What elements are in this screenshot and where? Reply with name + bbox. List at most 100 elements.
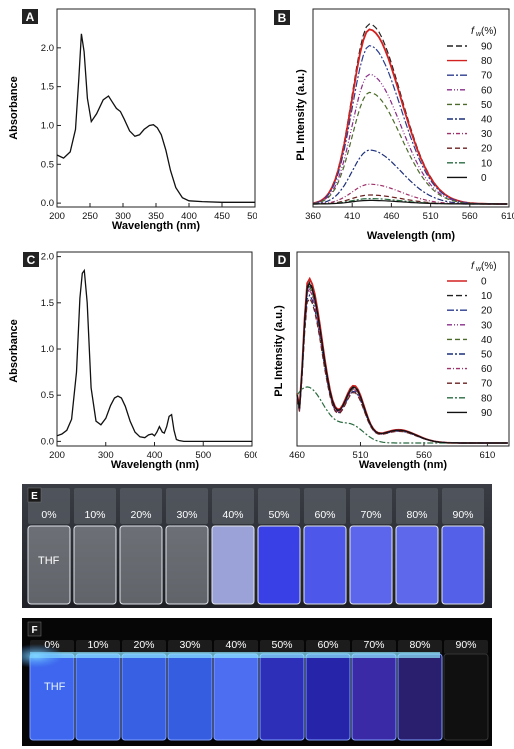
y-tick-label: 0.5 (41, 390, 54, 401)
vial-fraction-label: 80% (406, 509, 427, 521)
pl-series-80 (312, 28, 508, 205)
legend-label: 0 (481, 277, 487, 288)
pl-series-90 (296, 282, 508, 444)
vial (441, 525, 485, 605)
legend-label: 90 (481, 42, 493, 53)
x-tick-label: 350 (148, 211, 164, 222)
legend-label: 10 (481, 291, 493, 302)
vial-cap (352, 640, 396, 654)
legend-label: 60 (481, 85, 493, 96)
x-tick-label: 400 (147, 450, 163, 461)
legend-label: 80 (481, 393, 493, 404)
x-tick-label: 300 (98, 450, 114, 461)
legend-label: 30 (481, 129, 493, 140)
vial-cap (306, 640, 350, 654)
legend-label: 60 (481, 364, 493, 375)
panel-a-xlabel: Wavelength (nm) (112, 220, 201, 232)
panel-b-ylabel: PL Intensity (a.u.) (295, 69, 307, 161)
panel-c-letter: C (27, 253, 36, 267)
vial-fraction-label: 10% (84, 509, 105, 521)
legend-title: f (471, 25, 475, 37)
vial (305, 653, 351, 741)
panel-c-frame (56, 251, 253, 447)
photo-e-letter: E (31, 491, 38, 502)
legend-label: 20 (481, 144, 493, 155)
panel-d-letter: D (278, 253, 287, 267)
vial-fraction-label: 0% (41, 509, 56, 521)
vial (303, 525, 347, 605)
vial-cap (396, 488, 438, 524)
pl-series-60 (296, 288, 508, 444)
y-tick-label: 0.5 (41, 159, 54, 170)
panel-b-chart: B 360 410 460 510 560 610 fw (%) 90 80 70 60 50 40 3… (274, 8, 514, 242)
vial (351, 653, 397, 741)
vial-cap (214, 640, 258, 654)
vial-fraction-label: 40% (222, 509, 243, 521)
y-tick-label: 1.0 (41, 344, 54, 355)
legend-title-unit: (%) (481, 26, 497, 37)
vial (259, 653, 305, 741)
vial-fraction-label: 80% (409, 639, 430, 651)
panel-a-letter: A (26, 10, 35, 24)
x-tick-label: 200 (49, 211, 65, 222)
pl-series-60 (312, 73, 508, 205)
y-tick-label: 2.0 (41, 252, 54, 263)
panel-d-letter-box (274, 252, 290, 267)
legend-title: f (471, 260, 475, 272)
vial-cap (260, 640, 304, 654)
vial-cap (444, 640, 488, 654)
vial-cap (168, 640, 212, 654)
vial (213, 653, 259, 741)
panel-c-xlabel: Wavelength (nm) (111, 459, 200, 471)
pl-series-50 (312, 91, 508, 205)
panel-c-letter-box (23, 252, 39, 267)
legend-label: 80 (481, 56, 493, 67)
photo-f-letter: F (31, 625, 37, 636)
legend-label: 0 (481, 173, 487, 184)
vial-cap (212, 488, 254, 524)
photo-e: 0% 10% 20% 30% 40% 50% 60% 70% 80% 90% E THF (22, 484, 492, 608)
panel-a-letter-box (22, 9, 38, 24)
legend-title-sub: w (476, 266, 482, 273)
y-tick-label: 1.5 (41, 82, 54, 93)
vial-fraction-label: 70% (360, 509, 381, 521)
panel-b-letter-box (274, 10, 290, 25)
vial (73, 525, 117, 605)
legend-label: 50 (481, 350, 493, 361)
panel-d-ylabel: PL Intensity (a.u.) (273, 305, 285, 397)
x-tick-label: 510 (353, 450, 369, 461)
absorbance-series (56, 268, 252, 443)
x-tick-label: 610 (501, 211, 514, 222)
photo-f-solvent-label: THF (44, 681, 66, 693)
pl-series-30 (312, 183, 508, 205)
pl-series-50 (296, 293, 508, 444)
vial-cap (74, 488, 116, 524)
vial (395, 525, 439, 605)
legend-label: 70 (481, 71, 493, 82)
photo-e-vials: 0% 10% 20% 30% 40% 50% 60% 70% 80% 90% E THF (22, 484, 492, 608)
x-tick-label: 560 (416, 450, 432, 461)
legend-label: 30 (481, 320, 493, 331)
y-tick-label: 0.0 (41, 436, 54, 447)
legend-label: 20 (481, 306, 493, 317)
x-tick-label: 450 (214, 211, 230, 222)
pl-series-10 (296, 280, 508, 444)
y-tick-label: 1.0 (41, 120, 54, 131)
legend-label: 50 (481, 100, 493, 111)
photo-f-letter-box (27, 621, 42, 637)
legend-title-sub: w (476, 31, 482, 38)
x-tick-label: 200 (49, 450, 65, 461)
legend-label: 40 (481, 115, 493, 126)
legend-label: 10 (481, 158, 493, 169)
y-tick-label: 0.0 (41, 198, 54, 209)
legend-title-unit: (%) (481, 261, 497, 272)
vial-fraction-label: 60% (317, 639, 338, 651)
x-tick-label: 410 (344, 211, 360, 222)
photo-f-vials: 0%10%20%30%40%50%60%70%80%90% F THF (22, 618, 492, 746)
y-tick-label: 1.5 (41, 298, 54, 309)
vial (349, 525, 393, 605)
pl-series-70 (296, 297, 508, 444)
x-tick-label: 510 (423, 211, 439, 222)
